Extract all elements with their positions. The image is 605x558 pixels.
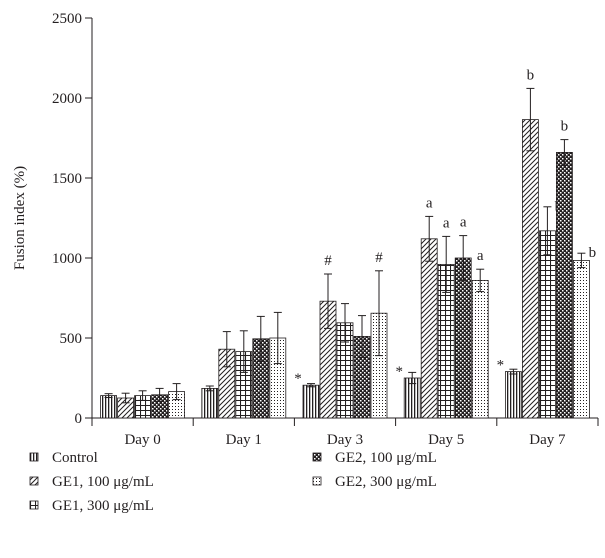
legend-label: GE2, 100 μg/mL — [335, 450, 437, 466]
y-tick-label: 2500 — [52, 11, 82, 27]
significance-label: a — [477, 248, 484, 264]
significance-label: * — [395, 364, 403, 380]
y-tick-label: 1500 — [52, 171, 82, 187]
bar — [522, 119, 539, 419]
bar — [100, 395, 117, 419]
y-tick-label: 1000 — [52, 251, 82, 267]
y-tick-label: 0 — [75, 411, 83, 427]
x-tick-label: Day 0 — [124, 432, 160, 448]
significance-label: * — [497, 358, 505, 374]
legend-label: GE1, 300 μg/mL — [52, 498, 154, 514]
x-axis: Day 0 Day 1 Day 3 Day 5 Day 7 — [91, 417, 599, 448]
legend-swatch — [29, 500, 39, 510]
y-axis: 0 500 1000 1500 2000 2500 — [52, 11, 93, 427]
y-tick-label: 2000 — [52, 91, 82, 107]
bar — [573, 259, 590, 419]
x-tick-label: Day 1 — [226, 432, 262, 448]
x-tick-label: Day 5 — [428, 432, 464, 448]
bar — [454, 257, 472, 419]
significance-label: # — [375, 250, 383, 266]
legend-swatch — [29, 452, 39, 462]
significance-label: b — [589, 245, 597, 261]
bar — [556, 151, 573, 419]
legend-swatch — [312, 476, 322, 486]
legend-label: GE2, 300 μg/mL — [335, 474, 437, 490]
significance-label: b — [561, 119, 569, 135]
significance-label: # — [324, 253, 332, 269]
bar — [201, 387, 219, 419]
bar — [504, 371, 522, 419]
bar — [471, 279, 489, 419]
significance-label: b — [527, 67, 535, 83]
x-tick-label: Day 3 — [327, 432, 363, 448]
legend-label: Control — [52, 450, 98, 466]
significance-label: * — [294, 371, 302, 387]
bar — [539, 230, 556, 419]
legend-swatch — [312, 452, 322, 462]
legend-swatch — [29, 476, 39, 486]
y-tick-label: 500 — [60, 331, 83, 347]
legend-label: GE1, 100 μg/mL — [52, 474, 154, 490]
bar — [302, 384, 320, 419]
x-tick-label: Day 7 — [529, 432, 566, 448]
legend: Control GE1, 100 μg/mL GE1, 300 μg/mL GE2, … — [29, 450, 437, 514]
y-axis-label: Fusion index (%) — [12, 166, 28, 270]
significance-label: a — [460, 215, 467, 231]
significance-label: a — [443, 215, 450, 231]
significance-label: a — [426, 195, 433, 211]
bar — [420, 238, 438, 419]
